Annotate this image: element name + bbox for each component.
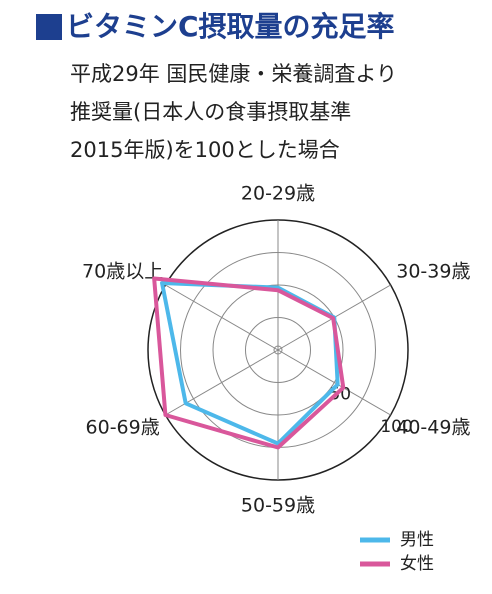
axis-label: 70歳以上 [82, 261, 163, 283]
r-tick-label: 100 [380, 417, 412, 437]
subtitle: 推奨量(日本人の食事摂取基準 [70, 100, 351, 124]
axis-label: 40-49歳 [396, 417, 470, 439]
subtitle: 平成29年 国民健康・栄養調査より [70, 62, 397, 86]
series-line [152, 276, 346, 450]
legend-label: 女性 [400, 554, 434, 574]
axis-label: 50-59歳 [241, 495, 315, 517]
spoke [277, 349, 391, 416]
subtitle: 2015年版)を100とした場合 [70, 138, 340, 162]
axis-label: 30-39歳 [396, 261, 470, 283]
legend-label: 男性 [400, 530, 434, 550]
chart-title: ビタミンC摂取量の充足率 [66, 10, 395, 43]
title-square [36, 14, 62, 40]
axis-label: 20-29歳 [241, 183, 315, 205]
axis-label: 60-69歳 [86, 417, 160, 439]
spoke [165, 284, 279, 351]
